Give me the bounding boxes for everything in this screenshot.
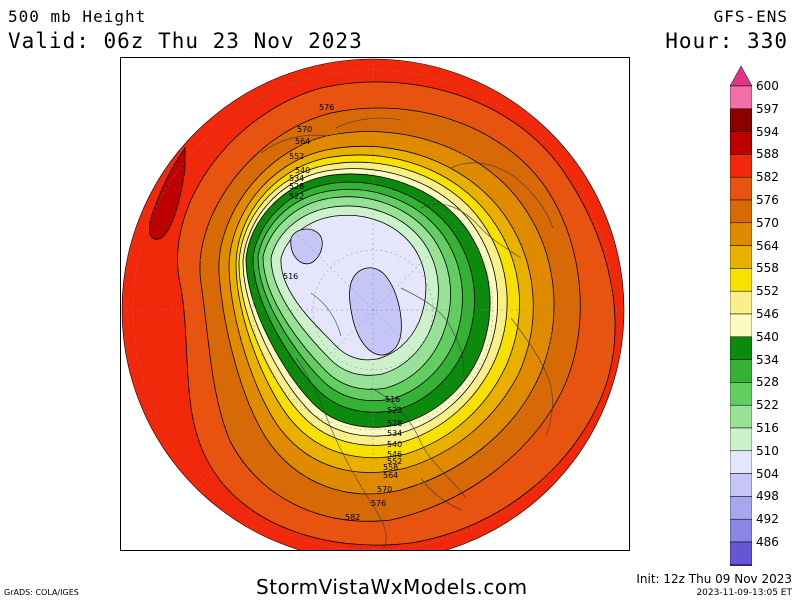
legend-level-label: 534	[756, 352, 779, 367]
valid-time: Valid: 06z Thu 23 Nov 2023	[8, 29, 363, 53]
legend-swatch	[729, 496, 753, 520]
contour-label: 558	[383, 463, 398, 472]
contour-label: 582	[345, 513, 360, 522]
contour-label: 576	[319, 103, 334, 112]
band-504	[349, 267, 402, 356]
legend-swatch	[729, 473, 753, 497]
globe-outline	[121, 58, 625, 550]
legend-level-label: 576	[756, 193, 779, 207]
contour-label: 522	[387, 406, 402, 415]
legend-level-label: 528	[756, 375, 779, 390]
legend-level-label: 546	[756, 307, 779, 321]
height-map: 5765705645525405345285225165165225285345…	[121, 58, 625, 550]
contour-label: 522	[289, 192, 304, 201]
band-504-west	[290, 228, 323, 265]
legend-level-label: 582	[756, 170, 779, 185]
contour-label: 528	[289, 182, 304, 191]
legend-swatch	[729, 199, 753, 224]
contour-label: 534	[387, 429, 402, 438]
contour-label: 576	[371, 499, 386, 508]
legend-level-label: 498	[756, 489, 779, 504]
contour-label: 540	[387, 440, 402, 449]
contour-label: 564	[383, 471, 398, 480]
legend-level-label: 552	[756, 284, 779, 299]
map-panel: 576 570 564 552 540 534 528 522 516 516 522 528 534 5…	[120, 57, 630, 551]
contour-label: 516	[385, 395, 400, 404]
legend-level-label: 558	[756, 261, 779, 276]
legend-swatch	[729, 336, 753, 360]
legend-level-label: 600	[756, 79, 779, 93]
legend-arrow-top	[729, 65, 753, 87]
legend-level-label: 570	[756, 215, 779, 230]
contour-label: 516	[283, 272, 298, 281]
legend-swatch	[729, 404, 753, 429]
legend-level-label: 492	[756, 512, 779, 527]
legend-level-label: 588	[756, 147, 779, 162]
legend-swatch	[729, 450, 753, 474]
forecast-hour: Hour: 330	[665, 29, 788, 53]
legend-swatch	[729, 541, 753, 566]
legend-level-label: 540	[756, 329, 779, 344]
legend-swatch	[729, 222, 753, 246]
legend-swatch	[729, 108, 753, 132]
legend-swatch	[729, 313, 753, 338]
legend-swatch	[729, 85, 753, 110]
site-watermark: StormVistaWxModels.com	[256, 575, 528, 599]
coastlines	[260, 117, 554, 550]
legend-level-label: 486	[756, 535, 779, 549]
contour-label: 552	[387, 457, 402, 466]
legend-level-label: 594	[756, 124, 779, 139]
init-time: Init: 12z Thu 09 Nov 2023	[636, 572, 792, 586]
legend-swatch	[729, 359, 753, 383]
legend-level-label: 597	[756, 101, 779, 116]
contour-label: 570	[297, 125, 312, 134]
legend-level-label: 504	[756, 466, 779, 481]
legend-swatch	[729, 176, 753, 201]
contour-label: 552	[289, 152, 304, 161]
timestamp: 2023-11-09-13:05 ET	[696, 588, 792, 598]
contour-label: 546	[387, 450, 402, 459]
color-legend	[729, 65, 753, 600]
legend-swatch	[729, 564, 753, 588]
contour-label: 564	[295, 137, 310, 146]
legend-swatch	[729, 268, 753, 292]
legend-level-label: 522	[756, 398, 779, 413]
contour-label: 528	[387, 419, 402, 428]
legend-swatch	[729, 245, 753, 269]
contour-label: 534	[289, 174, 304, 183]
contour-label: 540	[295, 166, 310, 175]
graticule	[122, 59, 624, 550]
legend-swatch	[729, 518, 753, 543]
band-594	[149, 146, 186, 240]
legend-level-label: 564	[756, 238, 779, 253]
chart-title: 500 mb Height	[8, 7, 147, 26]
model-name: GFS-ENS	[713, 7, 788, 26]
grads-credit: GrADS: COLA/IGES	[4, 588, 79, 597]
legend-swatch	[729, 131, 753, 155]
legend-swatch	[729, 382, 753, 406]
legend-swatch	[729, 290, 753, 315]
contour-label: 570	[377, 485, 392, 494]
legend-swatch	[729, 427, 753, 452]
legend-level-label: 516	[756, 421, 779, 435]
legend-swatch	[729, 154, 753, 178]
legend-level-label: 510	[756, 443, 779, 458]
